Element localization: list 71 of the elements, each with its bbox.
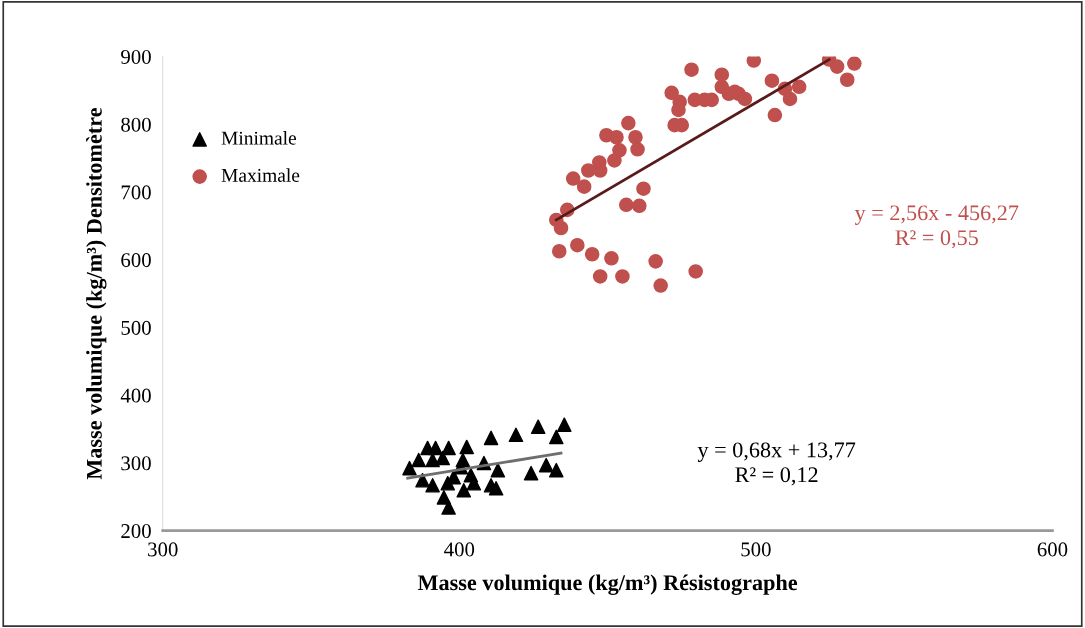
point	[737, 91, 753, 107]
point	[565, 171, 581, 186]
y-tick-label: 200	[121, 524, 151, 539]
point	[714, 67, 730, 82]
point	[411, 452, 426, 468]
point	[538, 457, 554, 473]
point	[619, 197, 634, 213]
y-tick-label: 600	[121, 253, 151, 268]
y-tick-label: 400	[120, 388, 151, 403]
point	[425, 477, 440, 493]
point	[557, 417, 572, 433]
point	[664, 85, 679, 101]
point	[576, 179, 592, 194]
point	[764, 73, 780, 88]
point	[839, 72, 855, 88]
point	[607, 153, 622, 168]
point	[829, 59, 845, 74]
point	[581, 163, 596, 178]
point	[553, 220, 569, 236]
point	[592, 163, 608, 178]
point	[847, 56, 862, 71]
legend-label: Minimale	[221, 131, 297, 145]
point	[463, 467, 479, 483]
point	[615, 269, 630, 284]
point	[684, 62, 699, 77]
y-axis-title: Masse volumique (kg/m³) Densitomètre	[86, 108, 107, 480]
legend-label: Maximale	[221, 168, 300, 182]
point	[549, 429, 564, 445]
point	[456, 483, 472, 498]
y-tick-label: 900	[121, 49, 151, 64]
point	[630, 142, 645, 157]
point	[609, 129, 624, 145]
y-tick-label: 500	[121, 320, 151, 335]
point	[490, 462, 506, 478]
point	[402, 460, 417, 476]
y-tick-label: 800	[121, 117, 151, 132]
point	[648, 254, 663, 269]
point	[508, 427, 524, 443]
x-tick-label: 400	[444, 542, 475, 557]
point	[549, 462, 564, 478]
point	[628, 129, 643, 145]
x-tick-label: 500	[741, 542, 771, 557]
y-tick-label: 700	[121, 185, 151, 200]
point	[530, 419, 546, 435]
point	[636, 181, 651, 196]
point	[551, 243, 567, 259]
point	[767, 107, 783, 123]
point	[592, 269, 608, 284]
point	[791, 79, 807, 95]
point	[523, 465, 539, 481]
point	[483, 430, 499, 446]
point	[604, 251, 619, 266]
point	[584, 246, 600, 262]
point	[632, 198, 647, 214]
x-axis-title: Masse volumique (kg/m³) Résistographe	[417, 574, 798, 595]
point	[435, 450, 450, 466]
point	[488, 481, 504, 496]
point	[570, 237, 585, 253]
point	[459, 439, 475, 455]
x-tick-label: 300	[148, 542, 178, 557]
point	[782, 91, 798, 107]
point	[621, 115, 636, 131]
point	[653, 278, 668, 293]
point	[415, 472, 430, 488]
annotation: y = 0,68x + 13,77 R² = 0,12	[697, 442, 856, 486]
point	[746, 56, 762, 68]
annotation: y = 2,56x - 456,27 R² = 0,55	[854, 205, 1019, 249]
y-tick-label: 300	[121, 456, 151, 471]
point	[441, 500, 456, 515]
x-tick-label: 600	[1037, 542, 1068, 557]
point	[688, 264, 703, 279]
